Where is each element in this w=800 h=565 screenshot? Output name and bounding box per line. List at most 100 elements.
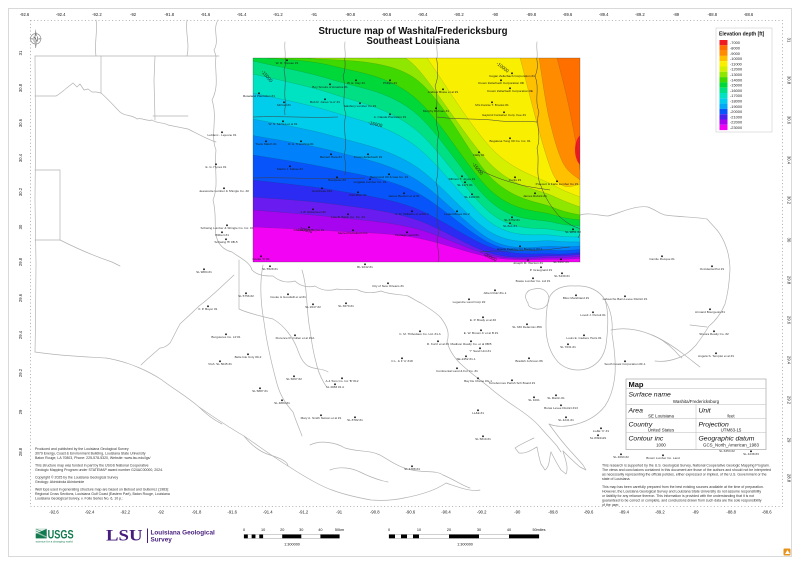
svg-text:Gaylord Container Corp. Fee #1: Gaylord Container Corp. Fee #1	[482, 113, 526, 117]
svg-text:-90.2: -90.2	[477, 510, 487, 515]
svg-text:SL 5756 #2: SL 5756 #2	[238, 294, 254, 298]
svg-text:-89.8: -89.8	[548, 510, 558, 515]
svg-text:Louis E. Cadiere Heirs #1: Louis E. Cadiere Heirs #1	[566, 336, 602, 340]
svg-text:-91.4: -91.4	[263, 510, 273, 515]
svg-text:-16000: -16000	[730, 88, 743, 93]
svg-text:F. P. Boyer #1: F. P. Boyer #1	[198, 307, 217, 311]
svg-text:Florence R. Cullen et al #1A: Florence R. Cullen et al #1A	[276, 336, 316, 340]
svg-text:-91: -91	[311, 12, 318, 17]
svg-text:Murphy Rufmax #1: Murphy Rufmax #1	[423, 109, 449, 113]
svg-text:-92.4: -92.4	[85, 510, 95, 515]
svg-text:29.8: 29.8	[18, 257, 23, 266]
svg-text:-90.4: -90.4	[418, 12, 428, 17]
svg-text:20: 20	[447, 528, 451, 532]
svg-text:Hammond Oil & Gas Co. #1: Hammond Oil & Gas Co. #1	[370, 175, 409, 179]
svg-text:Schwing 'B' #B-5: Schwing 'B' #B-5	[214, 240, 237, 244]
svg-text:SL 8e1 #1: SL 8e1 #1	[503, 224, 517, 228]
svg-text:Jeanerette Lumber & Shingle Co: Jeanerette Lumber & Shingle Co. #2	[199, 189, 249, 193]
svg-text:Crown Zellerbach Corporation #: Crown Zellerbach Corporation #D	[478, 81, 525, 85]
svg-text:Hampeter #2: Hampeter #2	[328, 178, 346, 182]
svg-text:D. A. Tranchina #1: D. A. Tranchina #1	[288, 142, 314, 146]
svg-text:Camile Rocque #1: Camile Rocque #1	[649, 257, 675, 261]
svg-text:-91.2: -91.2	[273, 12, 283, 17]
svg-text:-12000: -12000	[730, 67, 743, 72]
svg-text:Terrebonnes Parish Sch Board #: Terrebonnes Parish Sch Board #1	[489, 381, 536, 385]
svg-text:SL 5887 #1: SL 5887 #1	[252, 389, 268, 393]
svg-text:Surface name: Surface name	[629, 392, 672, 399]
svg-text:10: 10	[261, 528, 265, 532]
svg-text:-92: -92	[158, 510, 165, 515]
svg-text:Lafourche Bain Levee District: Lafourche Bain Levee District #1	[603, 297, 648, 301]
svg-text:USGS: USGS	[48, 529, 74, 542]
svg-text:W. N. McVea et al #1: W. N. McVea et al #1	[269, 122, 298, 126]
svg-text:W. R. Tousau #1: W. R. Tousau #1	[276, 61, 299, 65]
svg-text:Bowie Lumber Co. Lid #1: Bowie Lumber Co. Lid #1	[516, 279, 551, 283]
svg-text:LL&E 'C' #1: LL&E 'C' #1	[593, 429, 609, 433]
svg-text:30.6: 30.6	[787, 116, 792, 125]
svg-text:-89.2: -89.2	[655, 510, 665, 515]
svg-text:10: 10	[417, 528, 421, 532]
svg-text:Legendre Land Corp #2: Legendre Land Corp #2	[453, 300, 486, 304]
svg-text:Leblanc - Lejeune #1: Leblanc - Lejeune #1	[208, 133, 237, 137]
svg-text:SL 4983 #1 A: SL 4983 #1 A	[326, 385, 345, 389]
svg-text:James Buckon et al #1: James Buckon et al #1	[388, 194, 420, 198]
svg-text:28.8: 28.8	[18, 447, 23, 456]
svg-text:Joseph M. Wersun #1: Joseph M. Wersun #1	[513, 261, 543, 265]
svg-text:City of New Orleans #1: City of New Orleans #1	[372, 284, 404, 288]
svg-text:SL 5819 #1: SL 5819 #1	[475, 437, 491, 441]
svg-text:-10000: -10000	[730, 56, 743, 61]
svg-text:-90: -90	[514, 510, 521, 515]
svg-text:-20000: -20000	[298, 226, 313, 234]
svg-text:Roseland Plantation #1: Roseland Plantation #1	[243, 94, 275, 98]
svg-text:Shoora Realty Co. #2: Shoora Realty Co. #2	[699, 332, 729, 336]
svg-text:Phillips #1: Phillips #1	[383, 81, 397, 85]
svg-text:A-4 Tons Co. Inc 'B' #12: A-4 Tons Co. Inc 'B' #12	[326, 379, 359, 383]
svg-text:VUA: SL 5045 #1: VUA: SL 5045 #1	[208, 362, 232, 366]
svg-text:Geographic datum: Geographic datum	[699, 436, 755, 443]
svg-text:-15000: -15000	[368, 120, 383, 128]
svg-text:SL 5528 #1: SL 5528 #1	[262, 267, 278, 271]
svg-text:SL 8782 #1: SL 8782 #1	[347, 418, 363, 422]
svg-text:Chaisson G. Boyce #1: Chaisson G. Boyce #1	[294, 228, 325, 232]
svg-text:This map has been carefully pr: This map has been carefully prepared fro…	[602, 485, 764, 507]
svg-text:Trans Match #1: Trans Match #1	[255, 142, 277, 146]
svg-text:Guehheau #10: Guehheau #10	[312, 189, 333, 193]
svg-text:Bradish Johnson #6: Bradish Johnson #6	[515, 359, 543, 363]
svg-text:Armand Bourgeois #1: Armand Bourgeois #1	[695, 310, 725, 314]
svg-text:-88.6: -88.6	[762, 510, 772, 515]
svg-text:A. Claude Plantation #1: A. Claude Plantation #1	[374, 115, 407, 119]
svg-text:SL 4093 #2: SL 4093 #2	[613, 455, 629, 459]
svg-text:Country: Country	[629, 422, 653, 429]
svg-text:29.4: 29.4	[787, 356, 792, 365]
svg-text:30: 30	[299, 528, 303, 532]
svg-text:Southeast Louisiana: Southeast Louisiana	[367, 36, 460, 47]
svg-text:R. Kurtz et al #1: R. Kurtz et al #1	[427, 342, 449, 346]
svg-text:1:300000: 1:300000	[457, 543, 473, 547]
svg-text:-18000: -18000	[730, 99, 743, 104]
svg-text:29.6: 29.6	[787, 316, 792, 325]
svg-text:P. Graugnard #1: P. Graugnard #1	[530, 268, 553, 272]
svg-text:-17000: -17000	[730, 93, 743, 98]
svg-text:29: 29	[787, 438, 792, 443]
svg-text:-92.4: -92.4	[56, 12, 66, 17]
svg-text:SL 3679 #1: SL 3679 #1	[338, 304, 354, 308]
svg-text:31: 31	[18, 50, 23, 55]
svg-text:-88.8: -88.8	[708, 12, 718, 17]
svg-text:30: 30	[18, 224, 23, 229]
svg-text:-89.4: -89.4	[599, 12, 609, 17]
svg-text:-21000: -21000	[730, 114, 743, 119]
svg-text:28.8: 28.8	[787, 474, 792, 483]
svg-text:Martin J. Kahao #1: Martin J. Kahao #1	[277, 167, 303, 171]
svg-text:Map: Map	[629, 380, 644, 389]
svg-text:Mrs Fannie T. Brooks #1: Mrs Fannie T. Brooks #1	[475, 103, 509, 107]
svg-text:SL 1190 #1: SL 1190 #1	[464, 195, 480, 199]
svg-text:50km: 50km	[335, 528, 344, 532]
svg-text:Washita/Fredericksburg: Washita/Fredericksburg	[673, 399, 720, 404]
svg-text:-89.2: -89.2	[635, 12, 645, 17]
svg-text:Salsbury Lumber Co #1: Salsbury Lumber Co #1	[344, 104, 377, 108]
svg-text:SL 5457 #1: SL 5457 #1	[553, 260, 569, 264]
svg-text:Dillmon T. Joyce #1: Dillmon T. Joyce #1	[449, 177, 476, 181]
svg-text:30.8: 30.8	[18, 83, 23, 92]
svg-text:-91.8: -91.8	[165, 12, 175, 17]
svg-text:29.6: 29.6	[18, 293, 23, 302]
